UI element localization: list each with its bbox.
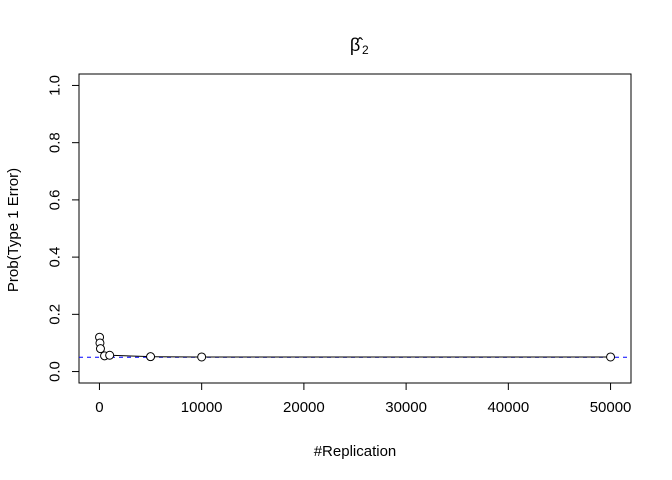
y-tick-label: 0.8 [47, 132, 64, 153]
x-tick-label: 0 [95, 399, 103, 416]
y-tick-label: 0.0 [47, 361, 64, 382]
y-axis-label: Prob(Type 1 Error) [5, 168, 22, 292]
data-point [197, 352, 207, 362]
x-tick-label: 30000 [385, 399, 427, 416]
data-point [146, 352, 156, 362]
chart-title-text: β̂ [350, 35, 363, 55]
data-point [95, 344, 105, 354]
series-segment [113, 354, 147, 358]
x-tick-label: 50000 [590, 399, 632, 416]
chart-title: β̂ 2 [350, 35, 369, 57]
y-axis: 0.0 0.2 0.4 0.6 0.8 1.0 [47, 75, 80, 382]
x-tick-label: 40000 [487, 399, 529, 416]
y-tick-label: 0.4 [47, 247, 64, 268]
x-axis: 0 10000 20000 30000 40000 50000 [95, 382, 632, 416]
x-axis-label: #Replication [314, 443, 397, 460]
chart-title-subscript: 2 [362, 43, 369, 57]
series [95, 332, 616, 362]
y-tick-label: 0.6 [47, 189, 64, 210]
data-point [105, 350, 115, 360]
plot-frame [78, 73, 632, 384]
y-tick-label: 0.2 [47, 304, 64, 325]
x-tick-label: 10000 [181, 399, 223, 416]
x-tick-label: 20000 [283, 399, 325, 416]
y-tick-label: 1.0 [47, 75, 64, 96]
data-point [606, 352, 616, 362]
